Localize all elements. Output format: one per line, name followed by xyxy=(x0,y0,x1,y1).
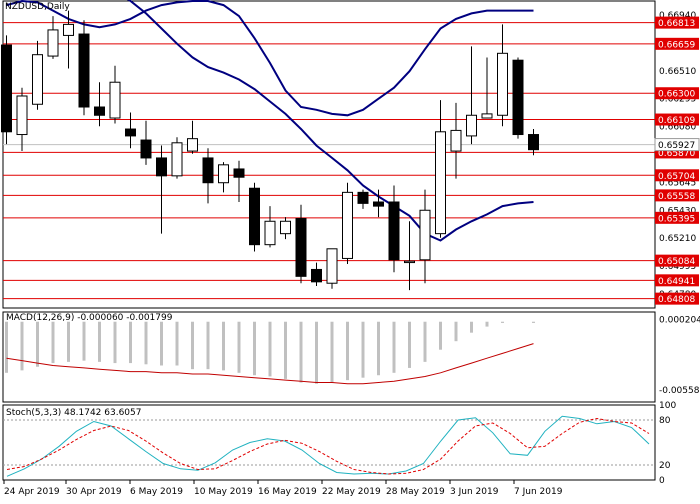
candle-bull xyxy=(218,164,229,184)
price-level-label: 0.65558 xyxy=(658,192,695,202)
candle-bull xyxy=(435,131,446,235)
date-label: 28 May 2019 xyxy=(386,487,445,497)
price-level-label: 0.64941 xyxy=(658,277,695,287)
price-level-label: 0.65704 xyxy=(658,172,695,182)
candle-bear xyxy=(388,201,400,261)
price-level-label: 0.65084 xyxy=(658,257,695,267)
current-price-box xyxy=(654,138,700,152)
candle-bull xyxy=(280,220,291,235)
bollinger-upper-line xyxy=(126,0,534,242)
candle-bear xyxy=(357,191,369,204)
price-tick-label: 0.66940 xyxy=(659,11,696,21)
candle-bear xyxy=(202,157,214,184)
price-level-label: 0.65395 xyxy=(658,214,695,224)
price-tick-label: 0.64995 xyxy=(659,262,696,272)
candle-bear xyxy=(249,187,260,246)
stoch-tick-label: 80 xyxy=(659,416,671,426)
candle-bear xyxy=(156,157,167,177)
candle-bull xyxy=(450,129,462,152)
candle-bear xyxy=(512,59,524,136)
candle-bear xyxy=(140,139,152,159)
stoch-signal-line xyxy=(6,417,650,475)
price-level-box xyxy=(655,189,699,202)
price-level-label: 0.66300 xyxy=(658,90,695,100)
date-label: 6 May 2019 xyxy=(130,487,183,497)
price-tick-label: 0.65210 xyxy=(659,234,696,244)
price-level-box xyxy=(655,254,699,267)
price-level-label: 0.66659 xyxy=(658,40,695,50)
chart-symbol-label: NZDUSD,Daily xyxy=(5,2,70,12)
candle-bear xyxy=(1,44,12,133)
current-price-label: 0.65927 xyxy=(658,141,695,151)
price-tick-label: 0.66080 xyxy=(659,123,696,133)
macd-tick-label: 0.000204 xyxy=(659,315,700,325)
price-level-box xyxy=(655,169,699,182)
candle-bull xyxy=(466,114,477,137)
candle-bull xyxy=(342,191,353,259)
candle-bear xyxy=(295,218,307,277)
price-level-label: 0.66109 xyxy=(658,116,695,126)
price-level-label: 0.66813 xyxy=(658,19,695,29)
date-label: 16 May 2019 xyxy=(258,487,317,497)
stoch-panel-frame xyxy=(2,404,656,481)
price-tick-label: 0.66510 xyxy=(659,67,696,77)
candle-bull xyxy=(47,29,59,57)
candle-bull xyxy=(63,23,74,36)
macd-title: MACD(12,26,9) -0.000060 -0.001799 xyxy=(6,313,173,323)
candle-bear xyxy=(78,33,90,108)
price-level-box xyxy=(655,37,699,50)
macd-panel-frame xyxy=(2,311,656,403)
price-level-box xyxy=(655,274,699,287)
candle-bull xyxy=(404,260,415,264)
candle-bull xyxy=(264,220,276,246)
date-label: 24 Apr 2019 xyxy=(4,487,60,497)
candle-bear xyxy=(94,106,105,116)
candle-bear xyxy=(233,168,245,178)
price-level-box xyxy=(655,113,699,126)
price-level-label: 0.65870 xyxy=(658,149,695,159)
date-label: 7 Jun 2019 xyxy=(514,487,563,497)
date-label: 22 May 2019 xyxy=(322,487,381,497)
candle-bull xyxy=(32,54,43,105)
macd-signal-line xyxy=(6,343,534,385)
stoch-title: Stoch(5,3,3) 48.1742 63.6057 xyxy=(6,408,142,418)
candle-bull xyxy=(187,138,198,152)
date-label: 30 Apr 2019 xyxy=(66,487,122,497)
price-level-box xyxy=(655,292,699,305)
candle-bull xyxy=(109,81,121,119)
candle-bull xyxy=(171,142,183,177)
candle-bull xyxy=(497,52,508,116)
date-label: 3 Jun 2019 xyxy=(450,487,499,497)
candle-bull xyxy=(419,209,431,261)
price-level-box xyxy=(655,211,699,224)
candle-bull xyxy=(16,95,28,136)
candle-bull xyxy=(326,248,338,284)
date-label: 10 May 2019 xyxy=(194,487,253,497)
candle-bull xyxy=(481,113,493,119)
price-tick-label: 0.65645 xyxy=(659,178,696,188)
candle-bear xyxy=(311,268,322,283)
stoch-tick-label: 0 xyxy=(659,476,665,486)
candle-bear xyxy=(528,134,539,151)
stoch-tick-label: 100 xyxy=(659,401,676,411)
price-level-box xyxy=(655,16,699,29)
price-level-label: 0.64808 xyxy=(658,295,695,305)
candle-bear xyxy=(373,201,384,207)
price-tick-label: 0.66295 xyxy=(659,95,696,105)
price-level-box xyxy=(655,87,699,100)
price-tick-label: 0.65430 xyxy=(659,206,696,216)
bollinger-lower-line xyxy=(6,0,534,117)
stoch-main-line xyxy=(6,415,650,477)
stoch-tick-label: 20 xyxy=(659,461,671,471)
macd-tick-label: -0.005586 xyxy=(659,386,700,396)
candle-bear xyxy=(125,128,136,137)
